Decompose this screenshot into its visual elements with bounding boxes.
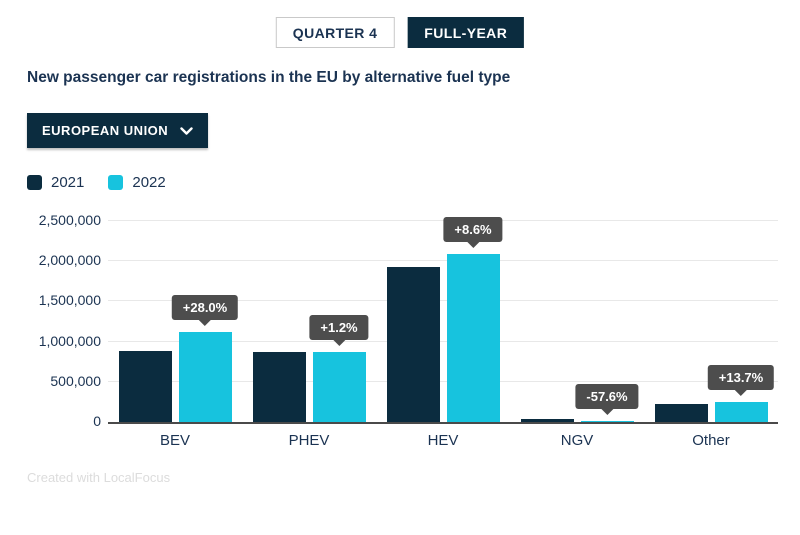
- bar-2021-phev[interactable]: [252, 352, 306, 422]
- y-axis-tick-label: 0: [93, 413, 101, 429]
- gridline: [108, 220, 778, 221]
- region-dropdown[interactable]: EUROPEAN UNION: [27, 113, 209, 148]
- bar-2021-ngv[interactable]: [520, 419, 574, 422]
- bar-group-other: +13.7%: [644, 223, 778, 422]
- bar-group-hev: +8.6%: [376, 216, 510, 422]
- x-axis-label-other: Other: [692, 432, 730, 449]
- bar-2021-bev[interactable]: [118, 351, 172, 422]
- change-tooltip-hev: +8.6%: [443, 216, 503, 248]
- chevron-down-icon: [180, 126, 193, 135]
- y-axis-tick-label: 2,000,000: [38, 252, 101, 269]
- bar-2021-other[interactable]: [654, 404, 708, 422]
- change-tooltip-phev: +1.2%: [309, 314, 369, 346]
- bar-2022-bev[interactable]: [178, 331, 232, 422]
- period-tabs: QUARTER 4 FULL-YEAR: [275, 17, 525, 48]
- x-axis-label-phev: PHEV: [288, 432, 330, 449]
- x-axis-label-bev: BEV: [159, 432, 190, 449]
- x-axis-label-ngv: NGV: [560, 432, 594, 449]
- legend: 2021 2022: [27, 174, 166, 191]
- legend-swatch-2021: [27, 175, 42, 190]
- attribution: Created with LocalFocus: [27, 470, 171, 485]
- legend-swatch-2022: [108, 175, 124, 190]
- x-axis-label-hev: HEV: [427, 432, 459, 449]
- change-tooltip-other: +13.7%: [707, 364, 775, 396]
- legend-item-2021: 2021: [27, 174, 84, 191]
- bar-2022-hev[interactable]: [446, 253, 500, 422]
- gridline: [108, 380, 778, 382]
- legend-label-2022: 2022: [132, 174, 166, 191]
- chart-title: New passenger car registrations in the E…: [27, 69, 511, 86]
- y-axis-tick-label: 500,000: [50, 372, 101, 389]
- gridline: [108, 340, 778, 342]
- region-dropdown-label: EUROPEAN UNION: [42, 123, 169, 138]
- bar-group-phev: +1.2%: [242, 223, 376, 422]
- bar-2022-other[interactable]: [714, 401, 768, 422]
- bar-group-ngv: -57.6%: [510, 223, 644, 422]
- bar-2021-hev[interactable]: [386, 267, 440, 422]
- change-tooltip-bev: +28.0%: [171, 294, 239, 326]
- bar-chart: 0 500,000 1,000,000 1,500,000 2,000,000 2,500…: [39, 213, 778, 449]
- change-tooltip-ngv: -57.6%: [575, 383, 639, 415]
- tab-quarter-4[interactable]: QUARTER 4: [275, 17, 395, 48]
- legend-item-2022: 2022: [108, 174, 166, 191]
- y-axis-tick-label: 1,000,000: [38, 332, 101, 349]
- bar-2022-ngv[interactable]: [580, 420, 634, 422]
- tab-full-year[interactable]: FULL-YEAR: [407, 17, 525, 48]
- y-axis-tick-label: 1,500,000: [38, 292, 101, 309]
- bar-group-bev: +28.0%: [108, 223, 242, 422]
- legend-label-2021: 2021: [51, 174, 85, 191]
- y-axis-tick-label: 2,500,000: [38, 212, 101, 228]
- bar-2022-phev[interactable]: [312, 351, 366, 422]
- gridline: [108, 300, 778, 302]
- gridline: [108, 260, 778, 262]
